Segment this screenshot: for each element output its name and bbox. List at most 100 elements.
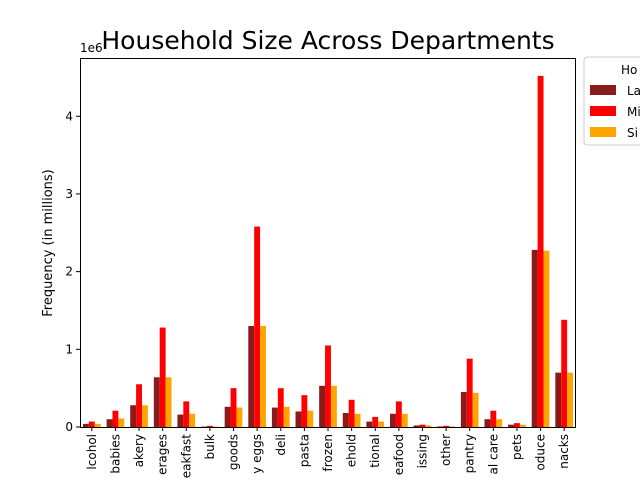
bar-Mi-10 <box>325 345 331 427</box>
x-tick-label-15: other <box>439 434 453 466</box>
bar-Mi-4 <box>183 401 190 427</box>
bar-Mi-14 <box>419 424 426 427</box>
bar-Si-2 <box>142 405 148 427</box>
y-tick-label-3: 3 <box>65 187 73 201</box>
x-tick-label-17: al care <box>486 434 500 475</box>
x-axis: lcohol babies akery erages eakfast bulk goods y… <box>85 427 571 478</box>
bar-Si-6 <box>236 407 243 427</box>
bar-Si-9 <box>307 410 314 427</box>
bar-Si-3 <box>165 377 172 427</box>
bar-Mi-0 <box>88 421 95 427</box>
legend-label-Mi: Mi <box>627 105 640 119</box>
bar-Si-18 <box>519 424 526 427</box>
bar-La-14 <box>413 425 420 427</box>
y-tick-label-2: 2 <box>65 265 73 279</box>
legend-swatch-Mi <box>590 106 616 116</box>
x-tick-label-0: lcohol <box>85 434 99 470</box>
y-tick-label-0: 0 <box>65 420 73 434</box>
x-tick-label-9: pasta <box>297 434 311 467</box>
bar-La-16 <box>460 392 467 427</box>
x-tick-label-13: eafood <box>392 434 406 475</box>
bar-La-15 <box>437 426 444 427</box>
x-tick-label-1: babies <box>108 434 122 474</box>
x-tick-label-20: nacks <box>557 434 571 469</box>
x-tick-label-2: akery <box>132 434 146 467</box>
bar-Si-1 <box>118 418 125 427</box>
bar-La-2 <box>130 405 137 427</box>
bar-Mi-17 <box>490 410 497 427</box>
bar-Si-13 <box>401 413 408 427</box>
legend: Ho La Mi Si <box>583 56 640 146</box>
x-tick-label-12: tional <box>368 434 382 468</box>
bar-Si-10 <box>330 385 337 427</box>
bar-La-18 <box>508 424 514 427</box>
bar-La-17 <box>484 419 491 427</box>
x-tick-label-8: deli <box>274 434 288 456</box>
y-tick-label-4: 4 <box>65 109 73 123</box>
bar-La-8 <box>271 407 278 427</box>
chart-title: Household Size Across Departments <box>101 26 554 55</box>
bar-Mi-8 <box>277 388 284 427</box>
legend-title: Ho <box>621 63 637 77</box>
x-tick-label-16: pantry <box>463 434 477 473</box>
bar-La-1 <box>106 419 113 427</box>
x-tick-label-6: goods <box>227 434 241 470</box>
x-tick-label-7: y eggs <box>250 434 264 474</box>
x-tick-label-5: bulk <box>203 434 217 460</box>
bar-Mi-15 <box>443 425 450 427</box>
bar-Si-15 <box>449 426 455 427</box>
bar-Mi-5 <box>206 425 213 427</box>
bar-Si-7 <box>260 326 266 427</box>
bars-group <box>82 75 574 428</box>
bar-Mi-2 <box>136 384 142 427</box>
bar-La-10 <box>319 385 326 427</box>
bar-Si-19 <box>543 250 550 427</box>
bar-La-7 <box>248 326 255 427</box>
bar-Mi-6 <box>230 388 237 427</box>
legend-box <box>583 56 640 146</box>
bar-Mi-19 <box>537 75 544 428</box>
bar-Mi-7 <box>254 226 261 427</box>
bar-Mi-1 <box>112 410 119 427</box>
bar-La-13 <box>390 413 396 427</box>
x-tick-label-19: oduce <box>534 434 548 471</box>
bar-Si-14 <box>425 425 432 427</box>
bar-La-9 <box>295 411 302 427</box>
bar-Mi-13 <box>395 401 402 427</box>
bar-Si-8 <box>283 406 290 427</box>
bar-La-11 <box>342 413 349 427</box>
y-axis-label: Frequency (in millions) <box>41 169 56 317</box>
bar-La-19 <box>531 249 538 427</box>
bar-Si-12 <box>378 421 385 427</box>
bar-Mi-3 <box>159 327 166 427</box>
bar-Mi-16 <box>466 358 473 427</box>
legend-swatch-La <box>590 85 616 95</box>
x-tick-label-4: eakfast <box>179 434 193 479</box>
bar-Si-11 <box>354 413 361 427</box>
x-tick-label-11: ehold <box>345 434 359 467</box>
x-tick-label-3: erages <box>156 434 170 475</box>
bar-Mi-20 <box>561 319 568 427</box>
legend-label-La: La <box>627 84 640 98</box>
y-axis: 0 1 2 3 4 <box>65 109 80 434</box>
bar-La-3 <box>153 377 160 427</box>
x-tick-label-14: issing <box>415 434 429 468</box>
bar-Mi-18 <box>514 423 520 427</box>
bar-Si-20 <box>567 372 574 427</box>
legend-label-Si: Si <box>627 126 638 140</box>
bar-Mi-9 <box>301 395 308 427</box>
bar-Mi-12 <box>372 416 379 427</box>
legend-swatch-Si <box>590 127 616 137</box>
bar-La-0 <box>82 423 89 427</box>
bar-La-20 <box>555 372 562 427</box>
y-offset-label: 1e6 <box>80 41 103 55</box>
bar-La-12 <box>366 421 373 427</box>
x-tick-label-18: pets <box>510 434 524 460</box>
x-tick-label-10: frozen <box>321 434 335 472</box>
bar-La-6 <box>224 406 231 427</box>
bar-Si-4 <box>189 413 196 427</box>
bar-Si-0 <box>94 423 101 427</box>
bar-Mi-11 <box>348 399 355 427</box>
y-tick-label-1: 1 <box>65 342 73 356</box>
